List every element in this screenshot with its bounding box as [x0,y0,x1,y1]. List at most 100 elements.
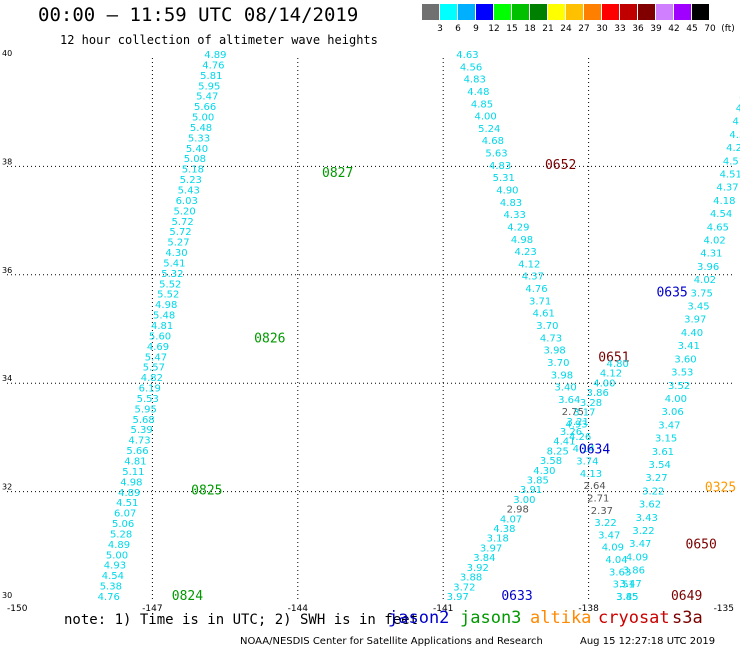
x-tick-label: -147 [142,604,162,612]
wave-height-value: 3.72 [453,582,475,593]
wave-height-value: 4.12 [518,259,540,270]
wave-height-value: 4.02 [694,275,716,286]
credit-text: NOAA/NESDIS Center for Satellite Applica… [240,636,543,647]
wave-height-value: 5.41 [163,258,185,269]
wave-height-value: 3.54 [649,460,671,471]
wave-height-value: 5.38 [100,582,122,593]
wave-height-value: 4.83 [489,161,511,172]
altimeter-plot: -150 -147 -144 -141 -138 -135 30 32 34 36 38 40 4.76… [2,49,740,612]
wave-height-value: 3.52 [668,381,690,392]
wave-height-value: 4.07 [500,514,522,525]
wave-height-value: 4.98 [511,235,533,246]
wave-height-value: 4.76 [98,592,120,603]
wave-height-value: 4.83 [500,198,522,209]
wave-height-value: 3.84 [473,553,495,564]
wave-height-value: 4.82 [141,373,163,384]
legend-jason3: jason3 [460,608,522,628]
wave-height-value: 5.81 [200,71,222,82]
wave-height-value: 3.43 [636,513,658,524]
wave-height-value: 3.41 [678,341,700,352]
wave-height-value: 5.43 [178,186,200,197]
pass-time-label: 0651 [598,351,629,366]
wave-height-value: 4.30 [165,248,187,259]
wave-height-value: 4.56 [460,62,482,73]
wave-height-value: 5.63 [485,149,507,160]
wave-height-value: 4.51 [723,156,740,167]
wave-height-value: 2.64 [584,481,606,492]
wave-height-value: 4.89 [204,50,226,61]
wave-height-value: 6.03 [176,196,198,207]
wave-height-value: 6.19 [139,384,161,395]
wave-height-value: 3.45 [616,592,638,603]
pass-time-label: 0634 [579,443,610,458]
x-tick-label: -138 [578,604,599,612]
wave-height-value: 3.28 [580,398,602,409]
wave-height-value: 3.91 [520,485,542,496]
wave-height-value: 5.52 [159,279,181,290]
wave-height-value: 4.89 [108,540,130,551]
wave-height-value: 2.98 [507,505,529,516]
scale-label: 15 [506,24,518,34]
wave-height-value: 3.53 [671,368,693,379]
pass-time-label: 0824 [172,589,203,604]
scale-swatch [674,4,692,20]
wave-height-value: 3.63 [609,567,631,578]
wave-height-value: 5.68 [133,415,155,426]
wave-height-value: 3.58 [540,456,562,467]
wave-height-value: 4.65 [707,222,729,233]
wave-height-value: 3.60 [674,354,696,365]
wave-height-value: 5.48 [190,123,212,134]
scale-label: 70 [704,24,716,34]
x-tick-label: -135 [714,604,734,612]
wave-height-value: 4.40 [681,328,703,339]
wave-height-value: 3.98 [551,370,573,381]
scale-label: 3 [437,24,443,34]
pass-time-label: 0825 [191,483,222,498]
wave-height-value: 4.38 [493,524,515,535]
pass-time-label: 0826 [254,332,285,347]
wave-height-value: 4.37 [716,183,738,194]
pass-time-label: 0633 [501,589,532,604]
wave-height-value: 4.24 [733,117,740,128]
chart-subtitle: 12 hour collection of altimeter wave hei… [60,33,378,47]
generation-timestamp: Aug 15 12:27:18 UTC 2019 [580,636,716,647]
wave-height-value: 5.18 [182,165,204,176]
wave-height-value: 5.23 [180,175,202,186]
wave-height-value: 5.39 [130,425,152,436]
legend-cryosat: cryosat [598,608,670,628]
wave-height-value: 5.66 [126,446,148,457]
wave-height-value: 3.70 [547,358,569,369]
wave-height-value: 4.51 [720,170,740,181]
wave-height-value: 6.07 [114,509,136,520]
pass-time-label: 0827 [322,166,353,181]
wave-height-value: 3.06 [661,407,683,418]
scale-label: 33 [614,24,626,34]
color-scale-legend: 3 6 9 12 15 18 21 24 27 30 33 36 39 42 45 70 (ft) [422,4,735,34]
wave-height-value: 3.22 [594,518,616,529]
wave-height-value: 4.98 [120,477,142,488]
wave-height-value: 4.04 [605,555,627,566]
y-tick-label: 30 [2,591,12,600]
wave-height-value: 5.08 [184,154,206,165]
wave-height-value: 3.71 [529,296,551,307]
wave-height-value: 3.98 [544,346,566,357]
wave-height-value: 5.95 [198,81,220,92]
scale-swatch [656,4,674,20]
wave-height-value: 3.22 [632,526,654,537]
wave-height-value: 3.22 [642,486,664,497]
wave-height-value: 3.47 [619,579,641,590]
scale-swatch [548,4,566,20]
wave-height-value: 3.88 [460,573,482,584]
wave-height-value: 4.89 [118,488,140,499]
wave-height-value: 4.32 [729,130,740,141]
pass-time-label: 0325 [705,481,736,496]
wave-height-value: 4.73 [128,436,150,447]
wave-height-value: 4.12 [600,369,622,380]
wave-height-value: 4.29 [726,143,740,154]
wave-height-value: 3.47 [658,420,680,431]
wave-height-value: 5.40 [186,144,208,155]
scale-label: 21 [542,24,554,34]
wave-height-value: 4.41 [553,437,575,448]
wave-height-value: 4.73 [540,333,562,344]
wave-height-value: 4.93 [565,420,587,431]
